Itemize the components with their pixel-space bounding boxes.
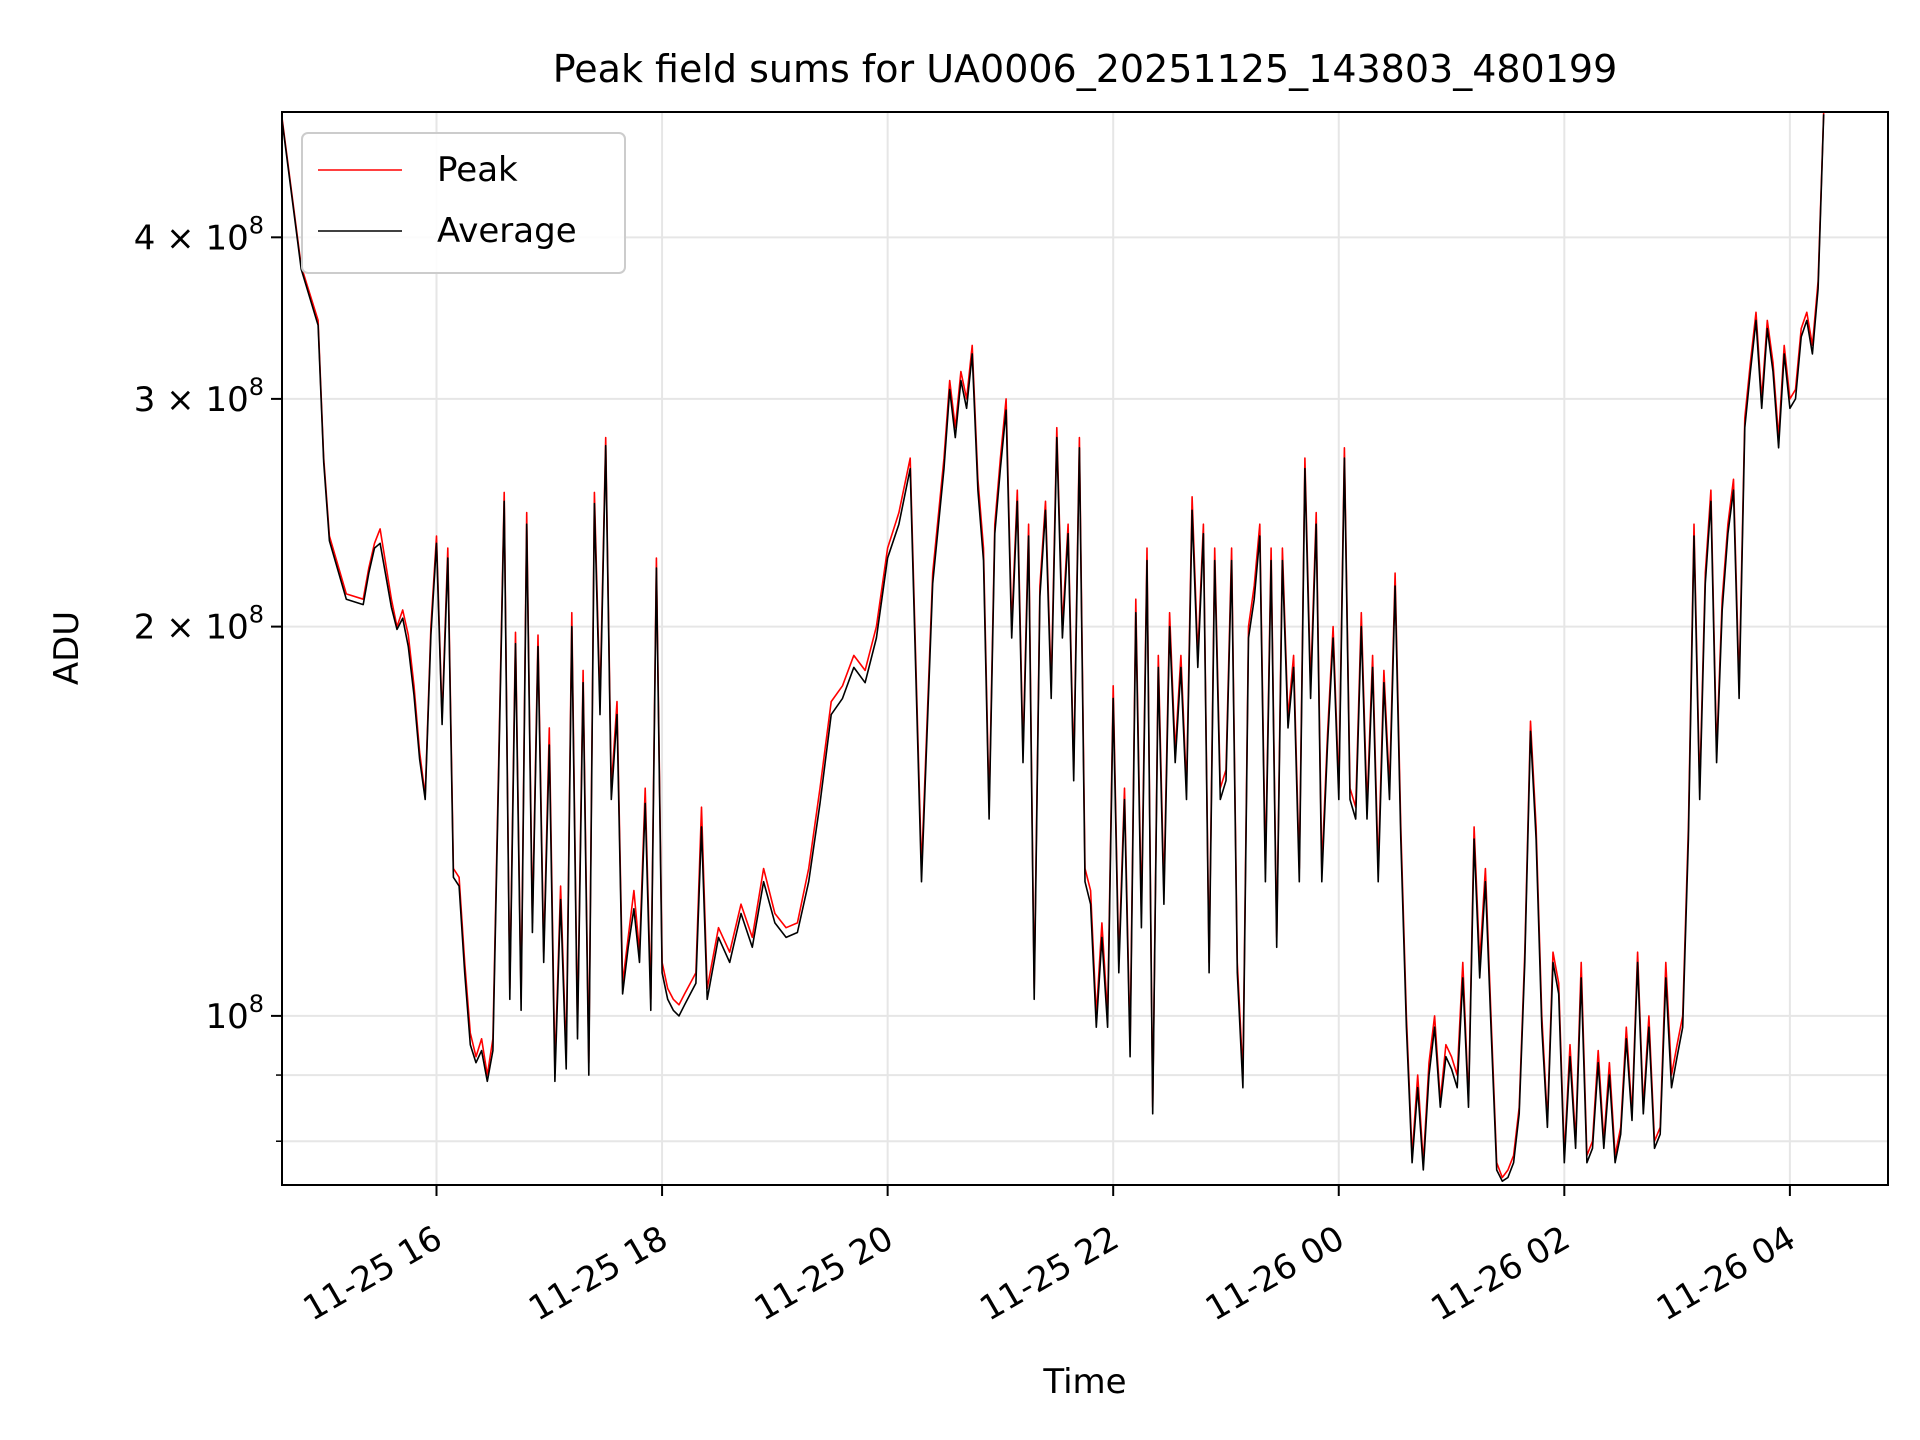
legend-frame xyxy=(301,132,626,274)
series-layer xyxy=(282,112,1825,1182)
y-axis-label: ADU xyxy=(47,611,87,685)
y-axis: 108 2 × 108 3 × 108 4 × 108 xyxy=(134,211,282,1142)
plot-frame xyxy=(281,111,1889,1186)
x-axis-label: Time xyxy=(1042,1362,1126,1402)
legend-label-average: Average xyxy=(437,211,577,251)
chart-title: Peak field sums for UA0006_20251125_1438… xyxy=(553,47,1618,91)
series-line-average xyxy=(282,114,1825,1182)
y-tick-label: 108 xyxy=(205,990,264,1037)
legend-label-peak: Peak xyxy=(437,150,518,190)
y-tick-label: 2 × 108 xyxy=(134,601,264,648)
y-tick-label: 3 × 108 xyxy=(134,373,264,420)
y-tick-label: 4 × 108 xyxy=(134,211,264,258)
legend: Peak Average xyxy=(301,132,626,274)
